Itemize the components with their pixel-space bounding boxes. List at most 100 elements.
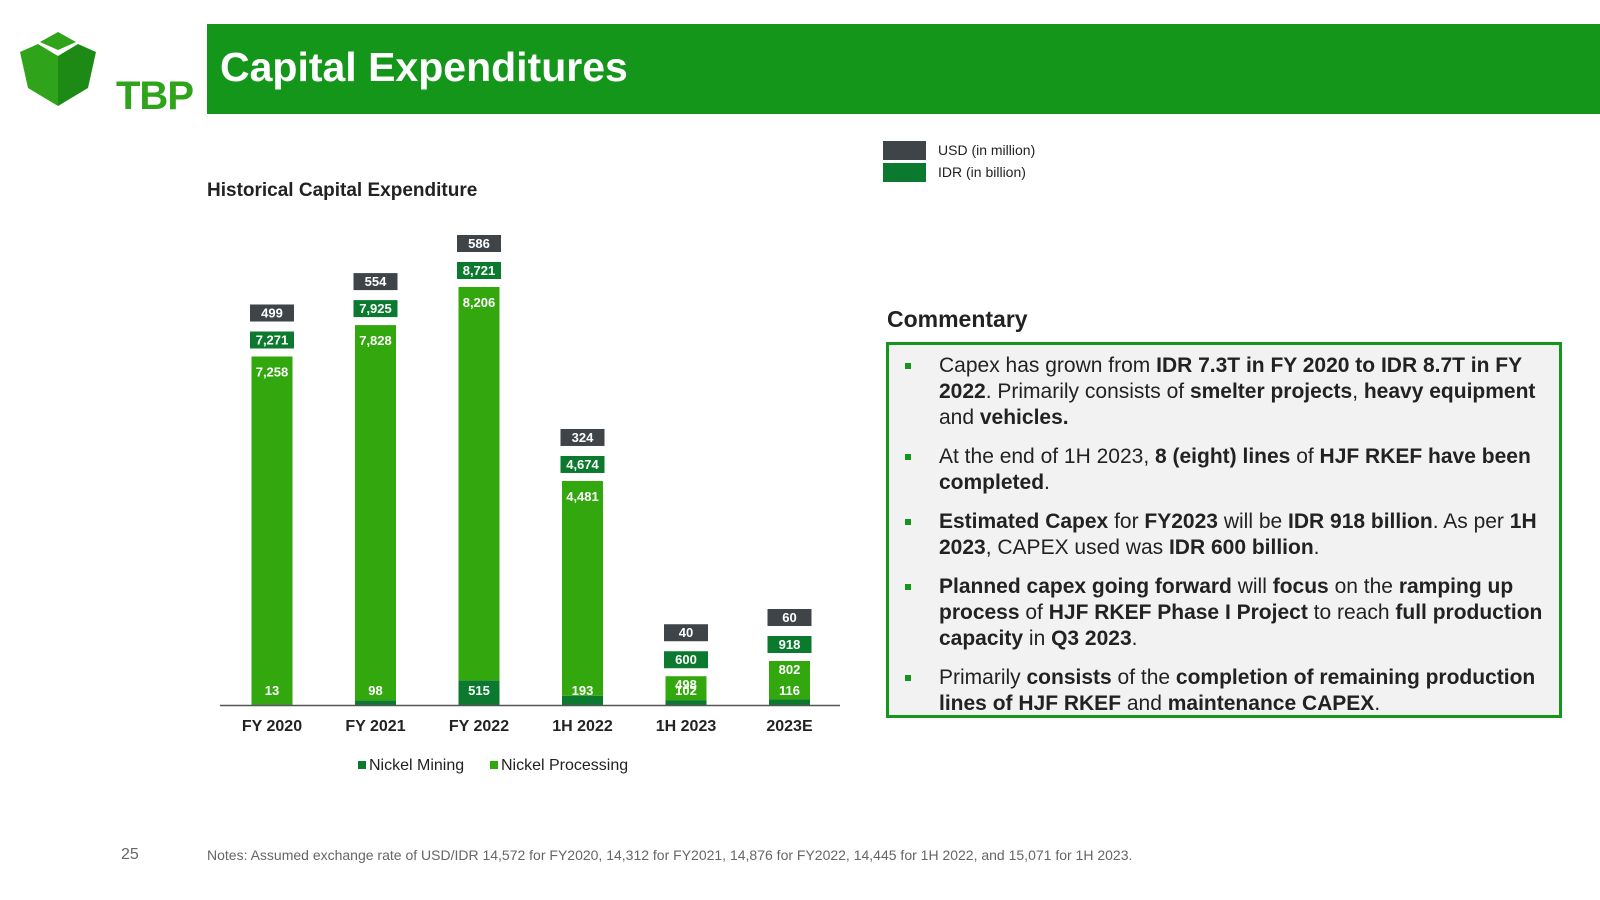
data-label-mining: 98 xyxy=(368,683,382,698)
bar-nickel-mining xyxy=(665,700,707,705)
currency-legend: USD (in million) IDR (in billion) xyxy=(883,139,1035,183)
usd-total-label: 586 xyxy=(468,236,490,251)
usd-total-box xyxy=(664,624,708,642)
commentary-text-run: and xyxy=(939,406,980,429)
usd-total-box xyxy=(457,235,501,252)
data-label-processing: 8,206 xyxy=(463,295,496,310)
usd-total-label: 60 xyxy=(782,610,796,625)
bar-nickel-processing xyxy=(251,356,293,705)
commentary-text-run: Planned capex going forward xyxy=(939,575,1232,598)
commentary-text-run: of xyxy=(1290,445,1320,468)
idr-total-label: 4,674 xyxy=(566,457,599,472)
x-tick-label: FY 2022 xyxy=(449,718,509,735)
commentary-text-run: focus xyxy=(1272,575,1329,598)
usd-total-label: 324 xyxy=(572,430,594,445)
commentary-bullet: Planned capex going forward will focus o… xyxy=(905,574,1547,652)
commentary-text-run: maintenance CAPEX xyxy=(1167,692,1375,715)
usd-total-box xyxy=(560,428,605,446)
commentary-text-run: ramping up process xyxy=(939,575,1514,624)
usd-total-box xyxy=(250,304,294,322)
commentary-bullet: At the end of 1H 2023, 8 (eight) lines o… xyxy=(905,444,1547,496)
idr-total-box xyxy=(250,331,294,349)
company-logo: TBP xyxy=(18,30,194,118)
commentary-text-run: . xyxy=(1374,692,1381,715)
commentary-text-run: Primarily xyxy=(939,666,1027,689)
idr-total-label: 918 xyxy=(779,637,801,652)
idr-total-label: 600 xyxy=(675,652,697,667)
title-bar: Capital Expenditures xyxy=(207,24,1600,114)
commentary-text-run: . xyxy=(1044,471,1050,494)
bar-nickel-mining xyxy=(251,704,293,705)
x-tick-label: FY 2020 xyxy=(242,718,302,735)
commentary-list: Capex has grown from IDR 7.3T in FY 2020… xyxy=(889,345,1559,717)
idr-total-label: 8,721 xyxy=(463,263,496,278)
commentary-text-run: . xyxy=(1131,627,1138,650)
data-label-processing: 498 xyxy=(675,677,697,692)
usd-swatch xyxy=(883,140,926,160)
legend-usd: USD (in million) xyxy=(883,139,1035,161)
usd-total-label: 499 xyxy=(261,305,283,320)
commentary-text-run: will xyxy=(1231,575,1273,598)
idr-total-box xyxy=(560,455,605,473)
data-label-mining: 116 xyxy=(779,683,800,698)
usd-total-box xyxy=(767,609,812,626)
commentary-text-run: HJF RKEF have been completed xyxy=(939,445,1531,494)
commentary-text-run: will be xyxy=(1217,510,1289,533)
page-title: Capital Expenditures xyxy=(220,44,628,90)
commentary-text-run: completion of remaining production lines… xyxy=(939,666,1536,715)
commentary-text-run: IDR 918 billion xyxy=(1288,510,1433,533)
commentary-text-run: to reach xyxy=(1307,601,1396,624)
commentary-text-run: 8 (eight) lines xyxy=(1155,445,1291,468)
x-tick-label: FY 2021 xyxy=(345,718,405,735)
bar-nickel-mining xyxy=(769,699,810,705)
idr-total-label: 7,271 xyxy=(256,332,289,347)
page-number: 25 xyxy=(121,846,139,863)
bar-nickel-processing xyxy=(355,325,396,701)
commentary-text-run: and xyxy=(1121,692,1168,715)
legend-label-mining: Nickel Mining xyxy=(369,757,464,774)
idr-total-box xyxy=(664,651,708,669)
data-label-processing: 7,828 xyxy=(359,333,392,348)
footnote: Notes: Assumed exchange rate of USD/IDR … xyxy=(207,847,1133,863)
commentary-text-run: vehicles. xyxy=(979,406,1069,429)
data-label-processing: 802 xyxy=(779,662,801,677)
commentary-text-run: full production capacity xyxy=(939,601,1543,650)
commentary-text-run: FY2023 xyxy=(1144,510,1218,533)
usd-total-box xyxy=(353,273,398,291)
idr-total-box xyxy=(457,262,501,279)
logo-wordmark: TBP xyxy=(116,74,194,118)
commentary-text-run: , CAPEX used was xyxy=(985,536,1169,559)
bar-nickel-processing xyxy=(458,287,500,681)
commentary-text-run: . As per xyxy=(1432,510,1510,533)
data-label-mining: 102 xyxy=(675,683,697,698)
chart-subtitle: Historical Capital Expenditure xyxy=(207,180,478,201)
legend-swatch-mining xyxy=(358,761,366,769)
idr-total-label: 7,925 xyxy=(359,301,392,316)
commentary-box: Capex has grown from IDR 7.3T in FY 2020… xyxy=(886,342,1562,718)
legend-usd-label: USD (in million) xyxy=(938,142,1036,158)
bar-nickel-processing xyxy=(562,480,603,696)
commentary-text-run: Capex has grown from xyxy=(939,354,1157,377)
legend-swatch-processing xyxy=(490,761,498,769)
commentary-text-run: HJF RKEF Phase I Project xyxy=(1048,601,1308,624)
commentary-text-run: 1H 2023 xyxy=(939,510,1537,559)
x-tick-label: 1H 2022 xyxy=(552,718,613,735)
commentary-bullet: Estimated Capex for FY2023 will be IDR 9… xyxy=(905,509,1547,561)
legend-label-processing: Nickel Processing xyxy=(501,757,628,774)
commentary-text-run: smelter projects xyxy=(1189,380,1353,403)
idr-total-box xyxy=(353,300,398,318)
commentary-text-run: . xyxy=(1313,536,1320,559)
commentary-text-run: Estimated Capex xyxy=(939,510,1109,533)
commentary-text-run: consists xyxy=(1026,666,1112,689)
commentary-text-run: IDR 7.3T in FY 2020 to IDR 8.7T in FY 20… xyxy=(939,354,1522,403)
bar-nickel-processing xyxy=(769,661,810,700)
commentary-text-run: . Primarily consists of xyxy=(985,380,1190,403)
data-label-processing: 7,258 xyxy=(256,364,289,379)
capex-chart: 13 7,258 7,271 499 FY 2020 98 7,828 7,925 554 FY … xyxy=(220,235,840,774)
commentary-text-run: on the xyxy=(1328,575,1399,598)
x-tick-label: 1H 2023 xyxy=(656,718,717,735)
commentary-text-run: of the xyxy=(1111,666,1176,689)
bar-nickel-mining xyxy=(562,695,603,705)
commentary-bullet: Capex has grown from IDR 7.3T in FY 2020… xyxy=(905,353,1547,431)
commentary-title: Commentary xyxy=(887,306,1028,332)
